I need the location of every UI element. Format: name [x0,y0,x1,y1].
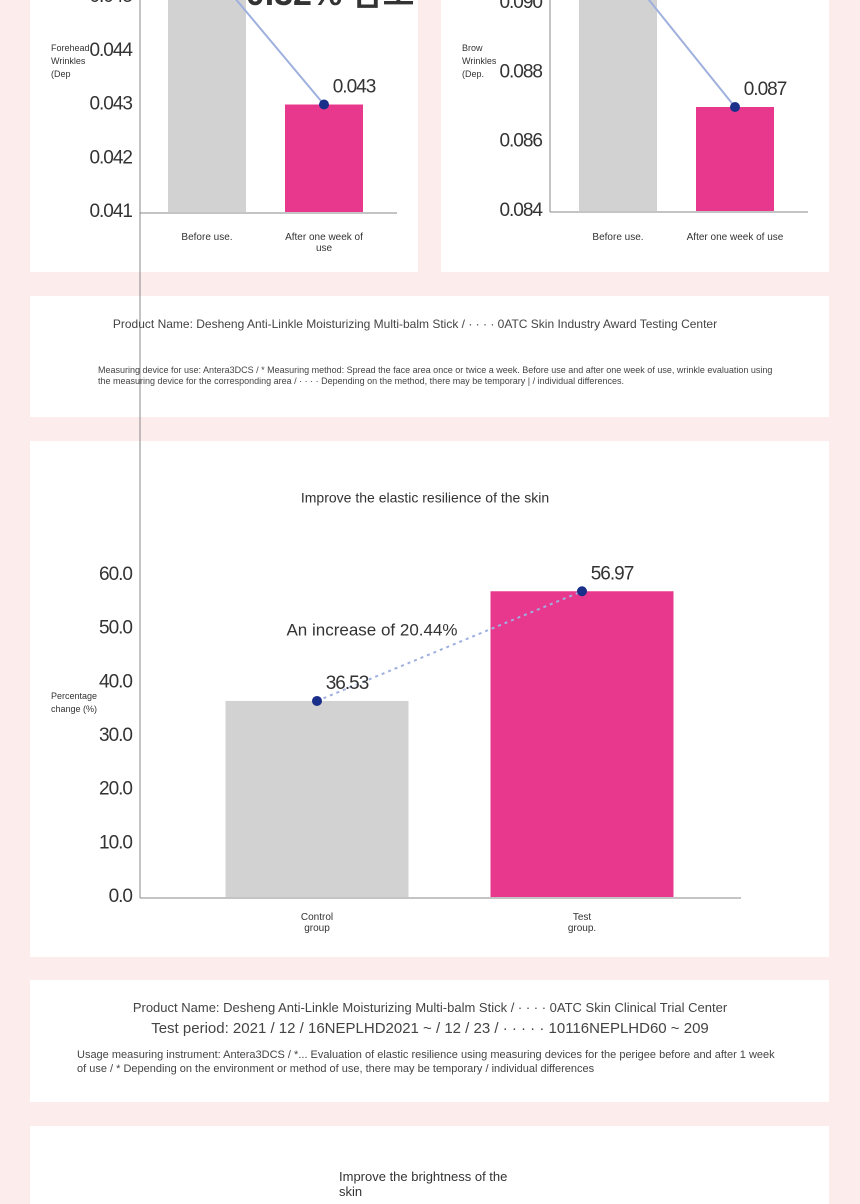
y-tick-label: 0.0 [109,886,133,907]
bar [225,700,409,897]
panel [30,980,829,1102]
x-tick-label: After one week of use [686,232,784,243]
bar [285,104,363,212]
note-text: Measuring device for use: Antera3DCS / *… [98,365,773,386]
y-tick-label: 20.0 [99,779,132,800]
y-axis-label: Brow Wrinkles (Dep. [462,43,497,79]
value-label: 56.97 [591,563,634,584]
y-tick-label: 40.0 [99,671,132,692]
y-tick-label: 0.042 [89,147,132,168]
bar [579,0,657,212]
panel [30,1126,829,1204]
y-axis-label: Forehead Wrinkles (Dep [51,43,90,79]
note-text: Product Name: Desheng Anti-Linkle Moistu… [132,1000,728,1015]
y-tick-label: 0.044 [89,40,133,61]
panel [30,441,829,957]
y-tick-label: 50.0 [99,618,132,639]
bar [168,0,246,212]
x-tick-label: Before use. [592,232,644,243]
y-tick-label: 0.041 [89,201,132,222]
point [319,99,329,110]
y-tick-label: 0.084 [499,200,543,221]
chart-title: Improve the elastic resilience of the sk… [301,490,549,506]
y-tick-label: 0.088 [499,61,542,82]
value-label: 0.087 [744,79,787,100]
x-tick-label: Test group. [567,912,597,934]
chart-title: Improve the brightness of the skin [339,1169,508,1199]
y-tick-label: 0.043 [89,94,132,115]
panel [30,296,829,417]
y-tick-label: 60.0 [99,564,132,585]
note-text: Test period: 2021 / 12 / 16NEPLHD2021 ~ … [151,1020,709,1037]
point [730,102,740,112]
point [312,695,322,706]
y-tick-label: 0.086 [499,131,542,152]
bar [696,107,774,211]
trend-line [316,590,583,702]
x-tick-label: Control group [300,912,334,934]
x-tick-label: Before use. [181,232,233,243]
value-label: 0.043 [333,77,376,98]
annotation: An increase of 20.44% [286,620,457,639]
value-label: 36.53 [326,673,369,694]
trend-line [647,0,736,108]
note-text: Product Name: Desheng Anti-Linkle Moistu… [112,317,718,331]
y-tick-label: 0.045 [89,0,132,7]
annotation: 0.32% 감소 [246,0,414,13]
y-tick-label: 0.090 [499,0,542,13]
x-tick-label: After one week of use [285,232,363,254]
point [577,586,587,597]
y-axis-label: Percentage change (%) [51,691,98,714]
y-tick-label: 10.0 [99,832,132,853]
bar [490,591,674,897]
trend-line [235,0,325,106]
note-text: Usage measuring instrument: Antera3DCS /… [77,1049,775,1075]
y-tick-label: 30.0 [99,725,132,746]
